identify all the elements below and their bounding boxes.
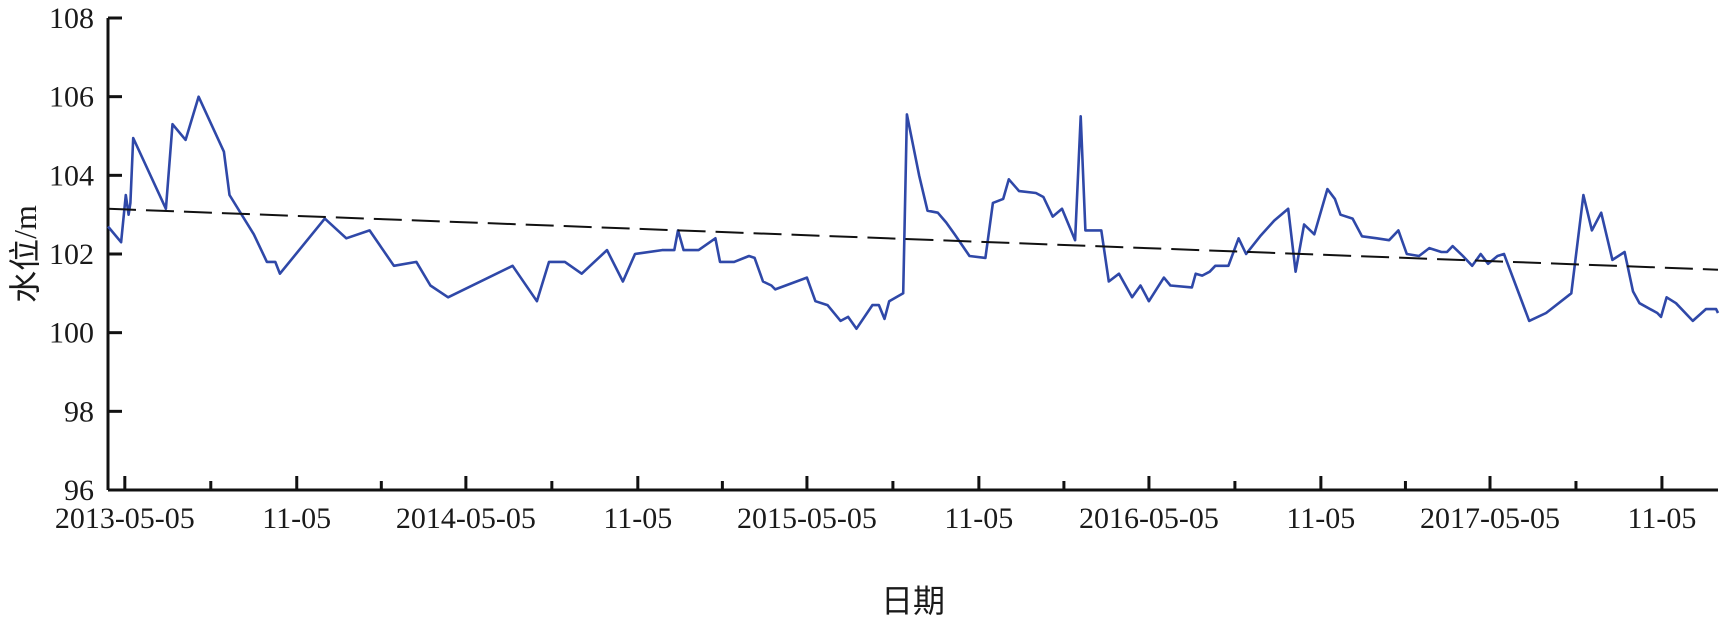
series-layer — [107, 95, 1720, 331]
x-tick-label: 11-05 — [944, 502, 1013, 535]
y-tick-label: 102 — [49, 238, 94, 271]
y-tick-label: 100 — [49, 317, 94, 350]
y-ticks: 96 98 100 102 104 106 108 — [49, 2, 122, 507]
y-axis-title: 水位/m — [7, 205, 43, 303]
x-tick-label: 2015-05-05 — [737, 502, 877, 535]
x-tick-label: 11-05 — [603, 502, 672, 535]
y-tick-label: 108 — [49, 2, 94, 35]
water-level-line — [107, 95, 1720, 331]
x-tick-label: 11-05 — [1286, 502, 1355, 535]
axes — [106, 18, 1718, 492]
y-tick-label: 98 — [64, 395, 94, 428]
y-tick-label: 104 — [49, 159, 94, 192]
x-tick-label: 2014-05-05 — [396, 502, 536, 535]
x-tick-label: 2017-05-05 — [1420, 502, 1560, 535]
x-ticks: 2013-05-05 11-05 2014-05-05 11-05 2015-05-05… — [55, 476, 1696, 535]
x-axis-title: 日期 — [881, 583, 945, 619]
trend-line — [107, 207, 1719, 271]
y-tick-label: 106 — [49, 81, 94, 114]
x-tick-label: 11-05 — [262, 502, 331, 535]
x-tick-label: 2013-05-05 — [55, 502, 195, 535]
x-tick-label: 11-05 — [1627, 502, 1696, 535]
x-tick-label: 2016-05-05 — [1079, 502, 1219, 535]
y-tick-label: 96 — [64, 474, 94, 507]
